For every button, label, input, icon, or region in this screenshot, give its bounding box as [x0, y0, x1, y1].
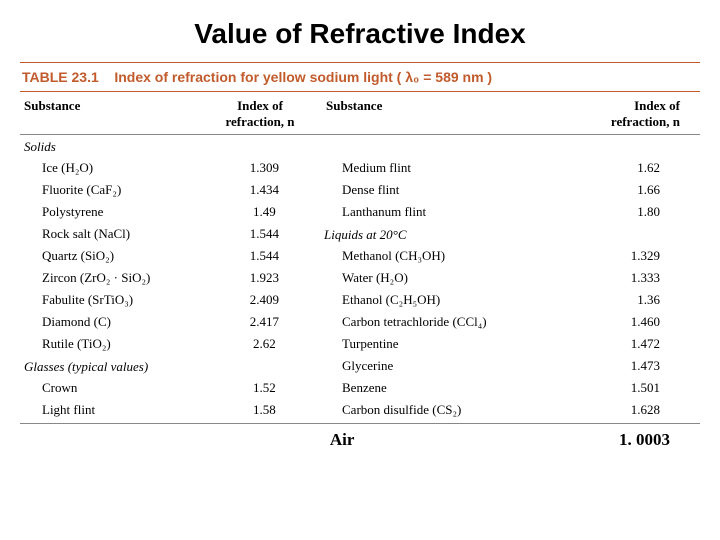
table-row: Water (H₂O)1.333: [320, 267, 690, 289]
cell-index: 1.329: [531, 248, 690, 264]
air-row: Air 1. 0003: [20, 430, 700, 450]
header-index-r-l2: refraction, n: [540, 114, 680, 130]
cell-index: 1.66: [531, 182, 690, 198]
table-row: Rutile (TiO₂)2.62: [20, 333, 320, 355]
cell-index: 1.80: [531, 204, 690, 220]
table-row: Fabulite (SrTiO₃)2.409: [20, 289, 320, 311]
cell-index: 1.309: [209, 160, 320, 176]
cell-index: 1.923: [209, 270, 320, 286]
cell-substance: Rutile (TiO₂): [20, 336, 209, 352]
table-row: Fluorite (CaF₂)1.434: [20, 179, 320, 201]
cell-index: 1.544: [209, 248, 320, 264]
table-row: Benzene1.501: [320, 377, 690, 399]
cell-index: 1.472: [531, 336, 690, 352]
header-index-left: Index of refraction, n: [200, 98, 320, 130]
right-column: Medium flint1.62 Dense flint1.66 Lanthan…: [320, 135, 690, 421]
table-row: Glycerine1.473: [320, 355, 690, 377]
cell-substance: Carbon disulfide (CS₂): [320, 402, 531, 418]
cell-substance: Zircon (ZrO₂ · SiO₂): [20, 270, 209, 286]
cell-index: 2.62: [209, 336, 320, 352]
table-row: Zircon (ZrO₂ · SiO₂)1.923: [20, 267, 320, 289]
table-caption-text: Index of refraction for yellow sodium li…: [114, 69, 492, 85]
cell-substance: Quartz (SiO₂): [20, 248, 209, 264]
cell-substance: Diamond (C): [20, 314, 209, 330]
cell-substance: Polystyrene: [20, 204, 209, 220]
cell-index: 1.434: [209, 182, 320, 198]
table-body: Solids Ice (H₂O)1.309 Fluorite (CaF₂)1.4…: [20, 135, 700, 421]
cell-substance: Methanol (CH₃OH): [320, 248, 531, 264]
header-index-l1: Index of: [200, 98, 320, 114]
cell-index: 1.52: [209, 380, 320, 396]
cell-substance: Carbon tetrachloride (CCl₄): [320, 314, 531, 330]
cell-substance: Water (H₂O): [320, 270, 531, 286]
table-row: Light flint1.58: [20, 399, 320, 421]
cell-index: 2.417: [209, 314, 320, 330]
cell-substance: Turpentine: [320, 336, 531, 352]
cell-index: 1.460: [531, 314, 690, 330]
table-row: Lanthanum flint1.80: [320, 201, 690, 223]
table-row: Ethanol (C₂H₅OH)1.36: [320, 289, 690, 311]
table-row: Crown1.52: [20, 377, 320, 399]
cell-index: 1.544: [209, 226, 320, 242]
header-index-l2: refraction, n: [200, 114, 320, 130]
right-spacer: [320, 135, 690, 157]
cell-substance: Fluorite (CaF₂): [20, 182, 209, 198]
slide-title: Value of Refractive Index: [0, 0, 720, 58]
table-row: Carbon tetrachloride (CCl₄)1.460: [320, 311, 690, 333]
table-row: Medium flint1.62: [320, 157, 690, 179]
header-substance-right: Substance: [320, 98, 540, 130]
cell-index: 2.409: [209, 292, 320, 308]
cell-substance: Crown: [20, 380, 209, 396]
table-row: Carbon disulfide (CS₂)1.628: [320, 399, 690, 421]
header-index-right: Index of refraction, n: [540, 98, 690, 130]
cell-index: 1.62: [531, 160, 690, 176]
cell-substance: Benzene: [320, 380, 531, 396]
table-bottom-rule: [20, 423, 700, 424]
header-index-r-l1: Index of: [540, 98, 680, 114]
table-caption: TABLE 23.1 Index of refraction for yello…: [20, 62, 700, 92]
cell-substance: Dense flint: [320, 182, 531, 198]
cell-substance: Ice (H₂O): [20, 160, 209, 176]
cell-substance: Ethanol (C₂H₅OH): [320, 292, 531, 308]
table-row: Polystyrene1.49: [20, 201, 320, 223]
air-label: Air: [296, 430, 532, 450]
cell-substance: Lanthanum flint: [320, 204, 531, 220]
group-glasses: Glasses (typical values): [20, 355, 320, 377]
table-row: Ice (H₂O)1.309: [20, 157, 320, 179]
table-row: Turpentine1.472: [320, 333, 690, 355]
left-column: Solids Ice (H₂O)1.309 Fluorite (CaF₂)1.4…: [20, 135, 320, 421]
cell-substance: Rock salt (NaCl): [20, 226, 209, 242]
cell-index: 1.36: [531, 292, 690, 308]
group-liquids: Liquids at 20°C: [320, 223, 690, 245]
cell-index: 1.58: [209, 402, 320, 418]
cell-index: 1.333: [531, 270, 690, 286]
table-row: Quartz (SiO₂)1.544: [20, 245, 320, 267]
table-row: Methanol (CH₃OH)1.329: [320, 245, 690, 267]
refractive-index-table: TABLE 23.1 Index of refraction for yello…: [20, 62, 700, 450]
cell-substance: Fabulite (SrTiO₃): [20, 292, 209, 308]
table-row: Dense flint1.66: [320, 179, 690, 201]
group-solids: Solids: [20, 135, 320, 157]
air-value: 1. 0003: [532, 430, 700, 450]
table-row: Diamond (C)2.417: [20, 311, 320, 333]
cell-index: 1.628: [531, 402, 690, 418]
table-number: TABLE 23.1: [22, 69, 99, 85]
cell-substance: Medium flint: [320, 160, 531, 176]
cell-substance: Light flint: [20, 402, 209, 418]
table-row: Rock salt (NaCl)1.544: [20, 223, 320, 245]
cell-index: 1.473: [531, 358, 690, 374]
header-substance-left: Substance: [20, 98, 200, 130]
table-header-row: Substance Index of refraction, n Substan…: [20, 92, 700, 135]
cell-substance: Glycerine: [320, 358, 531, 374]
cell-index: 1.49: [209, 204, 320, 220]
cell-index: 1.501: [531, 380, 690, 396]
